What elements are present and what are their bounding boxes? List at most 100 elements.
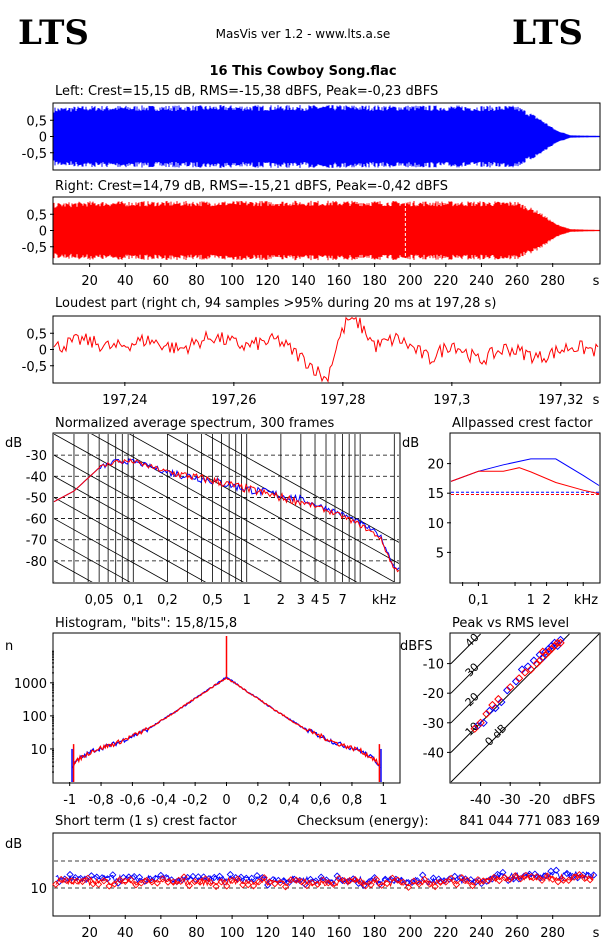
- plot-frame: [449, 432, 601, 584]
- scatter-point-right: [324, 879, 332, 887]
- series-line-left: [450, 458, 600, 486]
- scatter-point-left: [541, 647, 550, 656]
- scatter-point-right: [297, 878, 306, 886]
- x-tick-label: 60: [153, 926, 170, 941]
- scatter-point-right: [559, 876, 568, 884]
- scatter-point-right: [319, 876, 327, 884]
- slope-line: [54, 603, 399, 796]
- x-tick-label: 120: [255, 926, 280, 941]
- series-line-left: [53, 458, 400, 571]
- chart-title: Histogram, "bits": 15,8/15,8: [55, 616, 237, 631]
- scatter-point-right: [394, 876, 402, 884]
- plot-frame: [52, 315, 601, 384]
- scatter-point-right: [527, 873, 535, 881]
- y-tick-label: -50: [26, 491, 47, 506]
- crest-line-label: 30: [463, 660, 482, 679]
- scatter-point-right: [547, 644, 556, 654]
- y-tick-label: 100: [22, 710, 47, 725]
- scatter-point-right: [452, 880, 461, 889]
- x-unit-label: kHz: [372, 593, 396, 608]
- logo-right: LTS: [512, 13, 583, 53]
- y-tick-label: 0: [39, 225, 47, 240]
- scatter-point-right: [175, 876, 183, 884]
- scatter-point-right: [442, 878, 450, 886]
- y-tick-label: 15: [427, 487, 444, 502]
- x-tick-label: 3: [297, 593, 305, 608]
- slope-line: [54, 475, 244, 582]
- x-tick-label: 0,2: [248, 793, 269, 808]
- scatter-point-right: [426, 880, 434, 888]
- scatter-point-left: [242, 874, 250, 882]
- scatter-point-left: [189, 872, 197, 881]
- y-tick-label: -40: [423, 746, 444, 761]
- slope-line: [166, 434, 399, 564]
- x-tick-label: 260: [505, 274, 530, 289]
- scatter-point-right: [541, 650, 550, 659]
- x-tick-label: 20: [81, 274, 98, 289]
- loudest-part-chart: Loudest part (right ch, 94 samples >95% …: [22, 296, 601, 408]
- scatter-point-left: [285, 878, 293, 887]
- scatter-point-right: [535, 656, 545, 665]
- y-tick-label: 1000: [14, 677, 47, 692]
- x-tick-label: 0,6: [310, 793, 331, 808]
- scatter-point-right: [494, 694, 503, 704]
- y-tick-label: -80: [26, 555, 47, 570]
- scatter-point-right: [159, 875, 167, 883]
- scatter-point-right: [554, 878, 562, 886]
- scatter-point-right: [436, 878, 445, 886]
- scatter-point-right: [581, 874, 589, 883]
- x-tick-label: 80: [188, 926, 205, 941]
- series-line-left: [72, 675, 381, 769]
- scatter-point-right: [415, 880, 423, 888]
- scatter-point-right: [553, 638, 562, 648]
- scatter-point-right: [180, 873, 188, 881]
- scatter-point-right: [399, 878, 407, 886]
- x-tick-label: 0,05: [85, 593, 114, 608]
- scatter-point-right: [148, 878, 156, 886]
- app-title: MasVis ver 1.2 - www.lts.a.se: [216, 27, 391, 41]
- series-line: [53, 316, 599, 383]
- waveform-envelope: [53, 105, 600, 168]
- scatter-point-right: [495, 876, 503, 885]
- x-tick-label: 2: [277, 593, 285, 608]
- scatter-point-right: [57, 875, 65, 884]
- x-tick-label: 0,8: [342, 793, 363, 808]
- scatter-point-right: [488, 700, 497, 710]
- plot-frame: [52, 432, 401, 584]
- scatter-point-right: [73, 877, 81, 885]
- x-tick-label: 40: [117, 926, 134, 941]
- x-unit-label: kHz: [574, 593, 598, 608]
- crest-line-label: 40: [463, 631, 482, 650]
- scatter-point-right: [265, 878, 274, 886]
- scatter-point-right: [383, 879, 391, 888]
- scatter-point-left: [491, 703, 500, 713]
- crest-line: [450, 633, 541, 724]
- file-name: 16 This Cowboy Song.flac: [209, 64, 396, 79]
- scatter-point-right: [292, 876, 300, 884]
- scatter-point-left: [552, 866, 560, 874]
- x-tick-label: 60: [153, 274, 170, 289]
- scatter-point-right: [62, 876, 71, 884]
- scatter-point-left: [280, 877, 288, 885]
- scatter-point-right: [404, 883, 413, 891]
- x-tick-label: 197,32: [538, 393, 584, 408]
- y-tick-label: 0,5: [26, 208, 47, 223]
- x-tick-label: 4: [311, 593, 319, 608]
- scatter-point-right: [490, 873, 498, 882]
- scatter-point-left: [392, 875, 400, 883]
- y-tick-label: 10: [427, 517, 444, 532]
- x-tick-label: 1: [527, 593, 535, 608]
- scatter-point-right: [153, 879, 161, 887]
- scatter-point-right: [303, 881, 311, 890]
- x-tick-label: 0,2: [157, 593, 178, 608]
- x-tick-label: 197,28: [320, 393, 366, 408]
- slope-line: [54, 454, 282, 582]
- scatter-point-left: [499, 868, 507, 877]
- scatter-point-right: [470, 724, 479, 733]
- scatter-point-left: [525, 870, 534, 878]
- series-line-right: [450, 467, 600, 495]
- scatter-point-left: [445, 875, 454, 883]
- scatter-point-right: [340, 877, 348, 885]
- x-tick-label: 2: [542, 593, 550, 608]
